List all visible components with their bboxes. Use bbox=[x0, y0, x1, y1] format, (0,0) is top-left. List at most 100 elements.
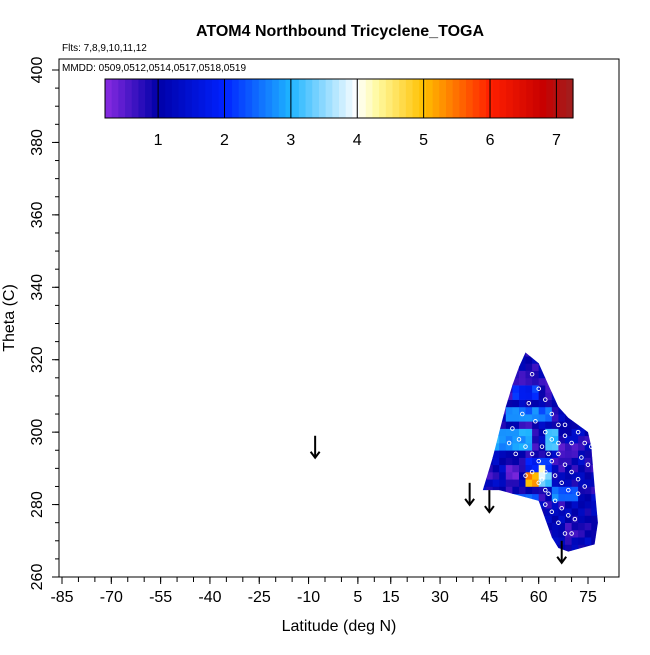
field-cell bbox=[571, 457, 579, 466]
field-cell bbox=[558, 472, 566, 480]
colorbar-cell bbox=[466, 79, 474, 118]
colorbar-cell bbox=[352, 79, 360, 118]
field-cell bbox=[551, 522, 559, 531]
observation-point bbox=[562, 462, 568, 467]
field-cell bbox=[578, 537, 586, 545]
colorbar-cell bbox=[118, 79, 126, 118]
colorbar-cell bbox=[305, 79, 313, 118]
field-cell bbox=[499, 421, 507, 429]
colorbar-cell bbox=[272, 79, 280, 118]
field-cell bbox=[571, 500, 579, 509]
field-cell bbox=[545, 508, 553, 516]
observation-point bbox=[549, 411, 555, 417]
field-cell bbox=[578, 435, 586, 444]
field-cell bbox=[532, 428, 540, 437]
colorbar-cell bbox=[506, 79, 514, 118]
down-arrow-icon bbox=[464, 482, 475, 507]
observation-point bbox=[529, 469, 535, 475]
colorbar-cell bbox=[258, 79, 267, 118]
observation-point bbox=[543, 502, 548, 507]
field-cell bbox=[519, 392, 526, 400]
y-axis-tick-label: 280 bbox=[29, 491, 46, 518]
field-cell bbox=[545, 500, 553, 509]
colorbar-cell bbox=[178, 79, 186, 118]
field-cell bbox=[591, 529, 598, 538]
colorbar-cell bbox=[292, 79, 300, 118]
y-axis-tick-label: 320 bbox=[29, 346, 46, 373]
field-cell bbox=[545, 443, 553, 451]
field-cell bbox=[545, 515, 553, 523]
observation-point bbox=[549, 458, 555, 464]
field-cell bbox=[525, 385, 533, 393]
field-cell bbox=[558, 529, 566, 538]
plot-frame bbox=[58, 58, 620, 578]
field-cell bbox=[578, 486, 586, 495]
field-cell bbox=[492, 472, 500, 480]
field-cell bbox=[551, 479, 559, 487]
field-cell bbox=[519, 385, 526, 393]
colorbar-cell bbox=[238, 79, 246, 118]
field-cell bbox=[532, 363, 540, 371]
field-cell bbox=[525, 406, 533, 415]
field-cell bbox=[505, 392, 513, 400]
down-arrow-icon bbox=[484, 490, 495, 514]
field-cell bbox=[519, 450, 526, 458]
y-axis-tick-label: 380 bbox=[29, 129, 46, 156]
field-cell bbox=[578, 529, 586, 538]
field-cell bbox=[551, 406, 559, 415]
field-cell bbox=[505, 414, 513, 422]
colorbar-cells bbox=[104, 78, 574, 119]
arrow-head bbox=[464, 498, 475, 507]
field-cell bbox=[505, 421, 513, 429]
field-cell bbox=[551, 464, 559, 473]
observation-point bbox=[533, 419, 538, 424]
field-cell bbox=[538, 385, 546, 393]
field-cell bbox=[519, 356, 526, 364]
field-cell bbox=[565, 421, 572, 429]
colorbar-cell bbox=[218, 79, 226, 118]
field-cell bbox=[532, 399, 540, 408]
field-cell bbox=[591, 515, 598, 523]
field-cell bbox=[532, 472, 540, 480]
field-cell bbox=[558, 464, 566, 473]
field-cell bbox=[545, 486, 553, 495]
colorbar-cell bbox=[459, 79, 467, 118]
field-cell bbox=[538, 392, 546, 400]
colorbar-cell bbox=[412, 79, 420, 118]
y-axis-tick-label: 400 bbox=[29, 57, 46, 84]
field-cell bbox=[512, 399, 520, 408]
field-cell bbox=[591, 508, 598, 516]
colorbar-cell bbox=[385, 79, 394, 118]
field-cell bbox=[525, 399, 533, 408]
field-cell bbox=[545, 457, 553, 466]
field-cell bbox=[512, 392, 520, 400]
field-cell bbox=[505, 406, 513, 415]
field-cell bbox=[505, 399, 513, 408]
x-axis-tick-label: -10 bbox=[297, 589, 320, 606]
colorbar-cell bbox=[546, 79, 554, 118]
colorbar: 1 2 3 4 5 6 7 bbox=[104, 78, 574, 149]
field-cell bbox=[584, 493, 592, 502]
y-axis-label: Theta (C) bbox=[1, 284, 18, 352]
field-cell bbox=[571, 435, 579, 444]
field-cell bbox=[578, 450, 586, 458]
field-cell bbox=[545, 522, 553, 531]
observation-point bbox=[569, 440, 574, 446]
field-cell bbox=[538, 472, 546, 480]
field-cell bbox=[571, 428, 579, 437]
field-cell bbox=[532, 450, 540, 458]
field-cell bbox=[525, 464, 533, 473]
field-cell bbox=[578, 522, 586, 531]
x-axis-tick-label: 75 bbox=[579, 589, 597, 606]
colorbar-cell bbox=[205, 79, 213, 118]
colorbar-cell bbox=[312, 79, 320, 118]
colorbar-cell bbox=[145, 79, 153, 118]
colorbar-cell bbox=[225, 79, 233, 118]
field-cell bbox=[571, 486, 579, 495]
observation-point bbox=[566, 513, 571, 518]
observation-point bbox=[513, 451, 518, 457]
x-axis-tick-label: -25 bbox=[248, 589, 271, 606]
field-cell bbox=[499, 486, 507, 495]
field-cell bbox=[499, 464, 507, 473]
field-cell bbox=[499, 428, 507, 437]
